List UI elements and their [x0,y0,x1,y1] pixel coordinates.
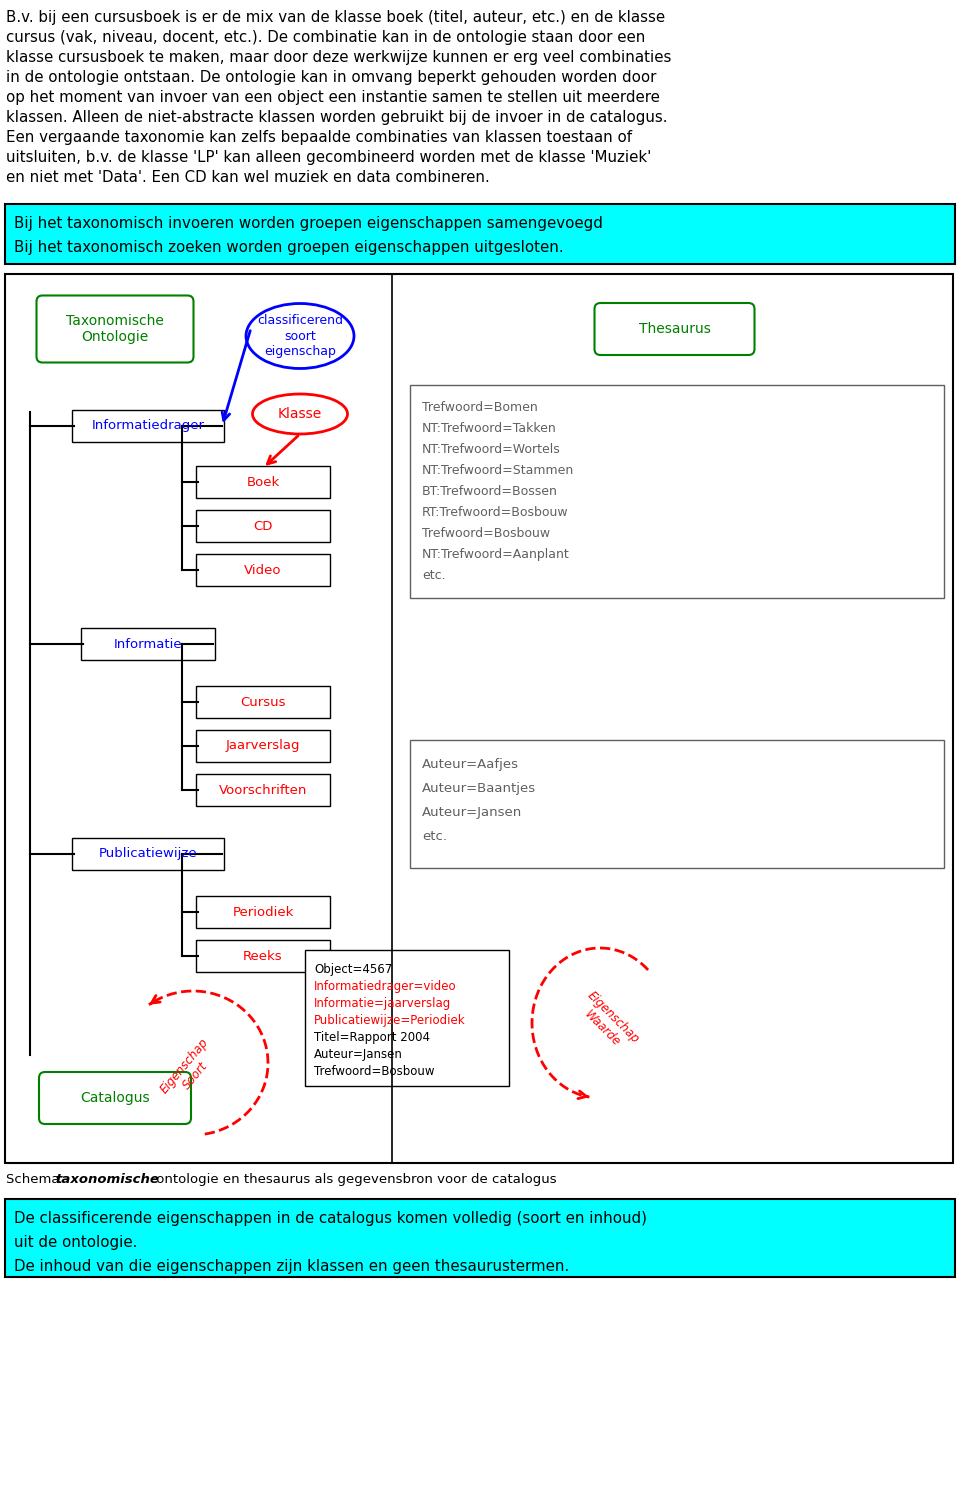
Text: Informatiedrager: Informatiedrager [91,419,204,433]
FancyBboxPatch shape [5,274,953,1163]
Text: Informatie=jaarverslag: Informatie=jaarverslag [314,996,451,1010]
Text: Titel=Rapport 2004: Titel=Rapport 2004 [314,1031,430,1045]
Text: De classificerende eigenschappen in de catalogus komen volledig (soort en inhoud: De classificerende eigenschappen in de c… [14,1211,647,1226]
Text: Informatiedrager=video: Informatiedrager=video [314,980,457,993]
Text: NT:Trefwoord=Aanplant: NT:Trefwoord=Aanplant [422,549,569,561]
Text: B.v. bij een cursusboek is er de mix van de klasse boek (titel, auteur, etc.) en: B.v. bij een cursusboek is er de mix van… [6,11,665,26]
FancyBboxPatch shape [72,839,224,870]
Text: Catalogus: Catalogus [81,1091,150,1105]
FancyBboxPatch shape [5,204,955,265]
Text: De inhoud van die eigenschappen zijn klassen en geen thesaurustermen.: De inhoud van die eigenschappen zijn kla… [14,1260,569,1275]
Text: Eigenschap
Soort: Eigenschap Soort [157,1036,223,1106]
Text: NT:Trefwoord=Wortels: NT:Trefwoord=Wortels [422,443,561,455]
Text: Publicatiewijze: Publicatiewijze [99,848,198,861]
FancyBboxPatch shape [36,296,194,362]
Text: Schema: Schema [6,1172,63,1186]
Text: BT:Trefwoord=Bossen: BT:Trefwoord=Bossen [422,485,558,497]
Text: CD: CD [253,520,273,532]
FancyBboxPatch shape [410,739,944,869]
Text: RT:Trefwoord=Bosbouw: RT:Trefwoord=Bosbouw [422,507,568,519]
FancyBboxPatch shape [196,730,330,762]
FancyBboxPatch shape [305,950,509,1087]
Text: Auteur=Jansen: Auteur=Jansen [314,1048,403,1061]
Text: en niet met 'Data'. Een CD kan wel muziek en data combineren.: en niet met 'Data'. Een CD kan wel muzie… [6,170,490,185]
Text: Auteur=Jansen: Auteur=Jansen [422,806,522,819]
Ellipse shape [252,394,348,434]
Text: Trefwoord=Bosbouw: Trefwoord=Bosbouw [422,528,550,540]
Text: Object=4567: Object=4567 [314,963,393,975]
Text: Trefwoord=Bosbouw: Trefwoord=Bosbouw [314,1066,435,1078]
Text: Periodiek: Periodiek [232,905,294,918]
Text: in de ontologie ontstaan. De ontologie kan in omvang beperkt gehouden worden doo: in de ontologie ontstaan. De ontologie k… [6,71,657,86]
Text: Auteur=Baantjes: Auteur=Baantjes [422,782,536,795]
Text: Eigenschap
Waarde: Eigenschap Waarde [574,989,642,1057]
Text: Cursus: Cursus [240,696,286,708]
Text: Trefwoord=Bomen: Trefwoord=Bomen [422,401,538,413]
Text: cursus (vak, niveau, docent, etc.). De combinatie kan in de ontologie staan door: cursus (vak, niveau, docent, etc.). De c… [6,30,645,45]
FancyBboxPatch shape [594,304,755,355]
Text: Een vergaande taxonomie kan zelfs bepaalde combinaties van klassen toestaan of: Een vergaande taxonomie kan zelfs bepaal… [6,129,632,144]
FancyBboxPatch shape [72,410,224,442]
FancyBboxPatch shape [196,510,330,543]
FancyBboxPatch shape [5,1199,955,1278]
Text: Auteur=Aafjes: Auteur=Aafjes [422,758,519,771]
FancyBboxPatch shape [196,774,330,806]
Text: Bij het taxonomisch invoeren worden groepen eigenschappen samengevoegd: Bij het taxonomisch invoeren worden groe… [14,216,603,231]
FancyBboxPatch shape [196,555,330,586]
Text: Klasse: Klasse [277,407,323,421]
Text: klasse cursusboek te maken, maar door deze werkwijze kunnen er erg veel combinat: klasse cursusboek te maken, maar door de… [6,50,671,65]
FancyBboxPatch shape [196,939,330,972]
Text: Bij het taxonomisch zoeken worden groepen eigenschappen uitgesloten.: Bij het taxonomisch zoeken worden groepe… [14,240,564,256]
Text: Publicatiewijze=Periodiek: Publicatiewijze=Periodiek [314,1015,466,1027]
Text: Jaarverslag: Jaarverslag [226,739,300,753]
Text: Boek: Boek [247,475,279,488]
Text: NT:Trefwoord=Takken: NT:Trefwoord=Takken [422,422,557,434]
FancyBboxPatch shape [39,1072,191,1124]
Ellipse shape [246,304,354,368]
FancyBboxPatch shape [410,385,944,598]
Text: Video: Video [244,564,281,577]
Text: ontologie en thesaurus als gegevensbron voor de catalogus: ontologie en thesaurus als gegevensbron … [152,1172,557,1186]
Text: Reeks: Reeks [243,950,283,962]
Text: Informatie: Informatie [113,637,182,651]
FancyBboxPatch shape [196,466,330,497]
Text: Voorschriften: Voorschriften [219,783,307,797]
Text: taxonomische: taxonomische [55,1172,158,1186]
FancyBboxPatch shape [81,628,215,660]
Text: etc.: etc. [422,570,445,582]
Text: Taxonomische
Ontologie: Taxonomische Ontologie [66,314,164,344]
FancyBboxPatch shape [196,896,330,927]
Text: uitsluiten, b.v. de klasse 'LP' kan alleen gecombineerd worden met de klasse 'Mu: uitsluiten, b.v. de klasse 'LP' kan alle… [6,150,651,165]
Text: op het moment van invoer van een object een instantie samen te stellen uit meerd: op het moment van invoer van een object … [6,90,660,105]
Text: Thesaurus: Thesaurus [638,322,710,337]
FancyBboxPatch shape [196,685,330,718]
Text: classificerend
soort
eigenschap: classificerend soort eigenschap [257,314,343,358]
Text: NT:Trefwoord=Stammen: NT:Trefwoord=Stammen [422,464,574,476]
Text: uit de ontologie.: uit de ontologie. [14,1235,137,1250]
Text: klassen. Alleen de niet-abstracte klassen worden gebruikt bij de invoer in de ca: klassen. Alleen de niet-abstracte klasse… [6,110,667,125]
Text: etc.: etc. [422,830,447,843]
